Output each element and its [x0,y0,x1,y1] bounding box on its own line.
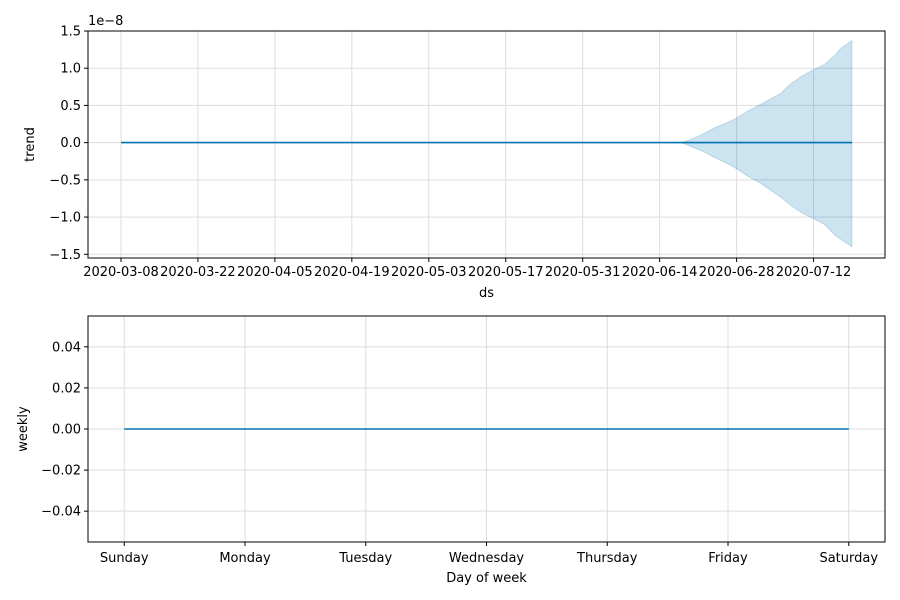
weekly-x-tick-label: Monday [219,551,271,566]
trend-x-tick-label: 2020-04-19 [314,265,390,280]
weekly-y-tick-label: 0.00 [52,423,81,438]
trend-x-tick-label: 2020-05-31 [545,265,621,280]
trend-y-tick-label: −1.0 [49,211,81,226]
trend-x-tick-label: 2020-05-17 [468,265,544,280]
weekly-y-tick-label: 0.04 [52,340,81,355]
weekly-x-tick-label: Sunday [100,551,149,566]
trend-x-ticks: 2020-03-08 2020-03-22 2020-04-05 2020-04-19… [83,258,851,280]
weekly-x-axis-label: Day of week [446,571,527,586]
trend-x-axis-label: ds [479,286,494,301]
trend-x-tick-label: 2020-05-03 [391,265,467,280]
trend-x-tick-label: 2020-07-12 [776,265,852,280]
trend-y-tick-label: 1.5 [60,25,81,40]
trend-subplot: 2020-03-08 2020-03-22 2020-04-05 2020-04-19… [23,14,886,301]
weekly-x-ticks: Sunday Monday Tuesday Wednesday Thursday Frid… [100,542,878,566]
trend-axes-frame [87,30,886,259]
trend-y-tick-label: 0.0 [60,136,81,151]
weekly-x-tick-label: Tuesday [338,551,392,566]
weekly-y-axis-label: weekly [16,406,31,452]
weekly-x-tick-label: Wednesday [449,551,525,566]
weekly-y-tick-label: −0.04 [41,505,81,520]
weekly-x-tick-label: Saturday [819,551,878,566]
weekly-y-tick-label: −0.02 [41,464,81,479]
weekly-y-tick-label: 0.02 [52,381,81,396]
weekly-x-tick-label: Friday [708,551,748,566]
trend-offset-label: 1e−8 [88,14,123,29]
trend-y-axis-label: trend [23,127,38,162]
trend-x-tick-label: 2020-06-28 [699,265,775,280]
trend-x-tick-label: 2020-03-08 [83,265,159,280]
weekly-x-tick-label: Thursday [576,551,638,566]
trend-y-tick-label: 0.5 [60,99,81,114]
trend-x-tick-label: 2020-03-22 [160,265,236,280]
trend-x-tick-label: 2020-06-14 [622,265,698,280]
trend-y-tick-label: 1.0 [60,62,81,77]
trend-uncertainty-band [680,39,853,248]
trend-y-ticks: −1.5 −1.0 −0.5 0.0 0.5 1.0 1.5 [49,25,88,263]
weekly-subplot: Sunday Monday Tuesday Wednesday Thursday Frid… [16,315,886,586]
trend-y-tick-label: −0.5 [49,173,81,188]
trend-x-tick-label: 2020-04-05 [237,265,313,280]
weekly-y-ticks: −0.04 −0.02 0.00 0.02 0.04 [41,340,88,520]
trend-y-tick-label: −1.5 [49,248,81,263]
